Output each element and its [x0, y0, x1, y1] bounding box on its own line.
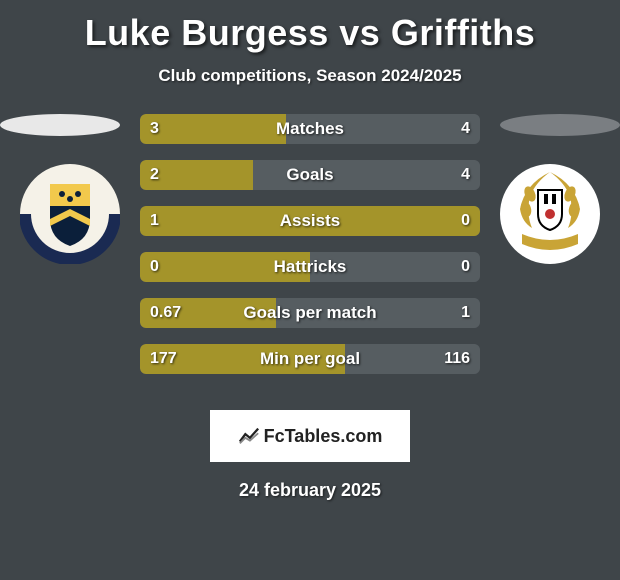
page-title: Luke Burgess vs Griffiths: [0, 0, 620, 54]
stat-value-left: 1: [150, 206, 159, 236]
brand-text: FcTables.com: [264, 426, 383, 447]
stat-label: Matches: [140, 114, 480, 144]
stat-label: Assists: [140, 206, 480, 236]
stat-label: Min per goal: [140, 344, 480, 374]
date-text: 24 february 2025: [0, 480, 620, 501]
comparison-arena: Matches34Goals24Assists10Hattricks00Goal…: [0, 114, 620, 404]
stat-row: Hattricks0 0: [140, 252, 480, 282]
stat-value-right: 4: [461, 114, 470, 144]
subtitle: Club competitions, Season 2024/2025: [0, 66, 620, 86]
stat-row: Assists1 0: [140, 206, 480, 236]
stat-row: Matches3 4: [140, 114, 480, 144]
club-crest-right: [500, 164, 600, 264]
stat-value-left: 0: [150, 252, 159, 282]
brand-box: FcTables.com: [210, 410, 410, 462]
crest-right-svg: [500, 164, 600, 264]
stat-value-right: 0: [461, 252, 470, 282]
stat-value-right: 116: [444, 344, 470, 374]
stat-value-right: 0: [461, 206, 470, 236]
stat-value-left: 2: [150, 160, 159, 190]
stat-label: Goals: [140, 160, 480, 190]
crest-left-svg: [20, 164, 120, 264]
stat-value-right: 4: [461, 160, 470, 190]
stat-label: Hattricks: [140, 252, 480, 282]
stat-value-left: 0.67: [150, 298, 181, 328]
stat-row: Goals per match0.67 1: [140, 298, 480, 328]
stat-row: Min per goal177 116: [140, 344, 480, 374]
stat-label: Goals per match: [140, 298, 480, 328]
club-crest-left: [20, 164, 120, 264]
stat-value-left: 177: [150, 344, 177, 374]
stat-value-left: 3: [150, 114, 159, 144]
stat-row: Goals2 4: [140, 160, 480, 190]
player-silhouette-right: [500, 114, 620, 136]
chart-icon: [238, 425, 260, 447]
stat-value-right: 1: [461, 298, 470, 328]
stat-bars: Matches34Goals24Assists10Hattricks00Goal…: [140, 114, 480, 390]
player-silhouette-left: [0, 114, 120, 136]
